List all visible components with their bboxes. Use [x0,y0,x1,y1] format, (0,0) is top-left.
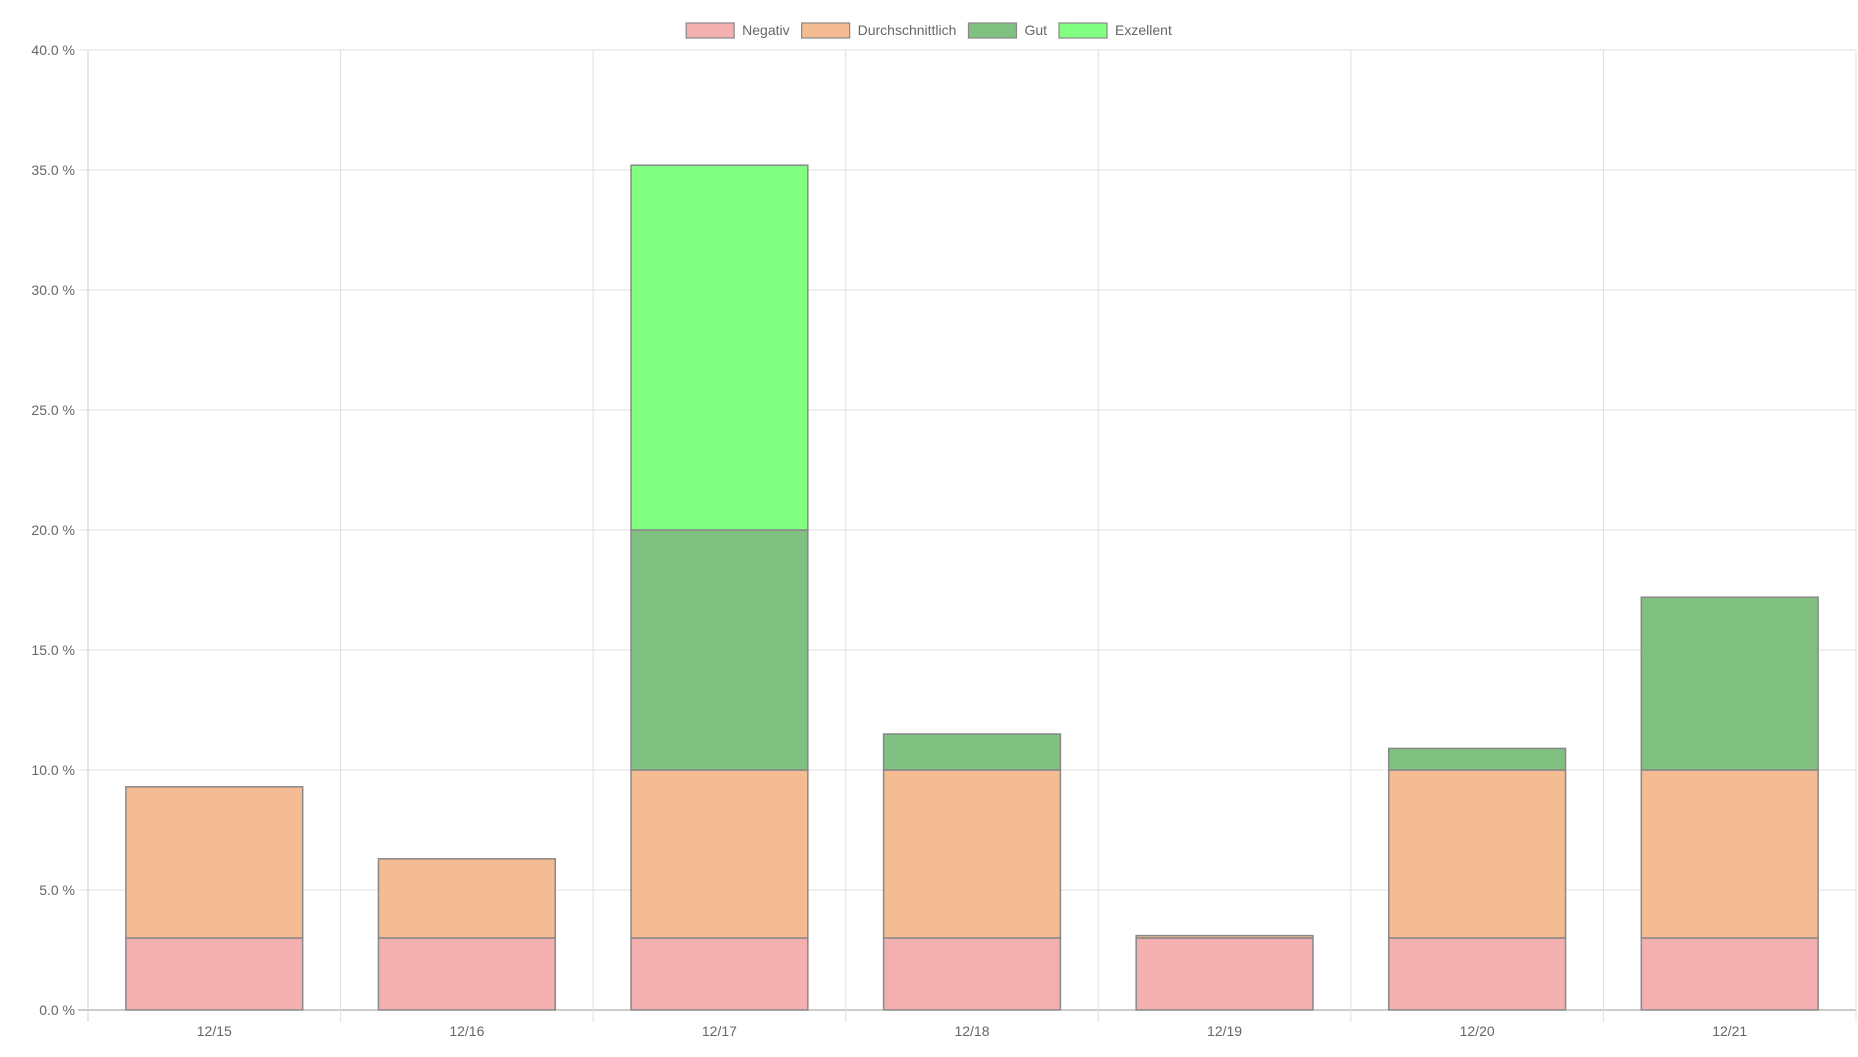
bar-segment [630,769,809,939]
y-tick-label: 20.0 % [31,522,75,538]
legend-label: Exzellent [1115,22,1172,38]
bar-segment [882,937,1062,1011]
bar-segment [377,937,557,1011]
bar-segment [630,529,809,771]
y-tick-label: 25.0 % [31,402,75,418]
y-tick-label: 10.0 % [31,762,75,778]
y-tick-label: 35.0 % [31,162,75,178]
legend-swatch [685,22,735,39]
y-tick-label: 30.0 % [31,282,75,298]
x-tick-label: 12/18 [954,1023,989,1039]
axis-layer: 0.0 % 5.0 % 10.0 % 15.0 % 20.0 % 25.0 % 30.0 %… [31,42,1747,1039]
bar-segment [1135,937,1314,1011]
legend[interactable]: Negativ Durchschnittlich Gut Exzellent [685,22,1172,39]
x-tick-label: 12/15 [197,1023,232,1039]
legend-label: Durchschnittlich [858,22,957,38]
legend-swatch [967,22,1018,39]
bar-segment [125,786,304,939]
y-tick-label: 15.0 % [31,642,75,658]
x-tick-label: 12/20 [1460,1023,1495,1039]
bar-segment [1640,937,1819,1011]
bar-segment [1135,934,1314,939]
legend-swatch [801,22,851,39]
bar-segment [125,937,304,1011]
bar-segment [882,733,1062,771]
x-tick-label: 12/16 [449,1023,484,1039]
y-tick-label: 40.0 % [31,42,75,58]
y-tick-label: 5.0 % [39,882,75,898]
bar-segment [1387,747,1567,771]
bars-layer [125,164,1819,1011]
y-tick-label: 0.0 % [39,1002,75,1018]
x-tick-label: 12/21 [1712,1023,1747,1039]
bar-segment [882,769,1062,939]
bar-segment [377,858,557,939]
bar-segment [630,164,809,531]
legend-label: Negativ [742,22,789,38]
grid-layer [78,49,1857,1022]
legend-swatch [1058,22,1108,39]
x-tick-label: 12/17 [702,1023,737,1039]
bar-segment [1640,596,1819,771]
bar-segment [1387,937,1567,1011]
bar-segment [630,937,809,1011]
bar-segment [1387,769,1567,939]
x-tick-label: 12/19 [1207,1023,1242,1039]
bar-segment [1640,769,1819,939]
legend-label: Gut [1024,22,1047,38]
